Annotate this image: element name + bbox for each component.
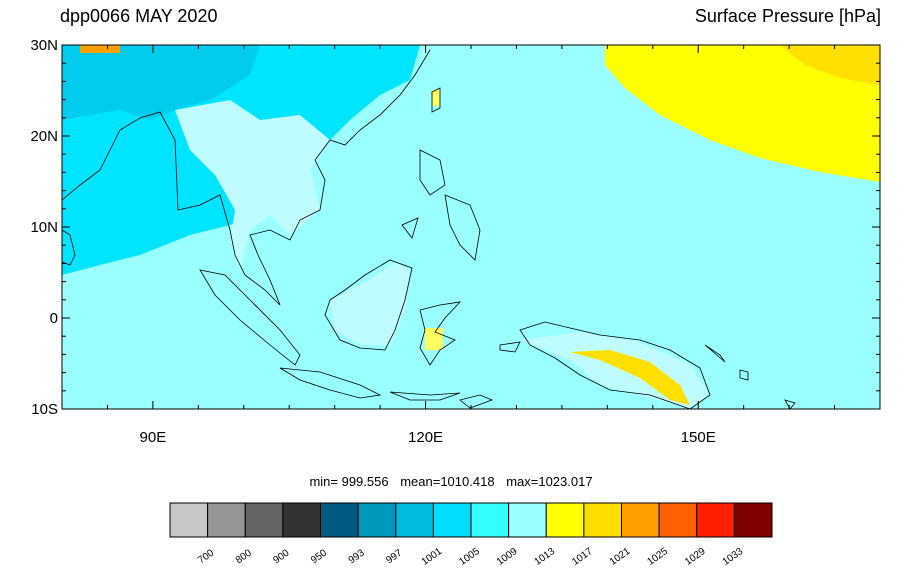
land-borneo	[330, 262, 410, 345]
colorbar-box	[282, 502, 321, 538]
colorbar-box	[545, 502, 585, 538]
high-spot-papua	[570, 350, 690, 405]
colorbar-label: 997	[384, 547, 404, 566]
colorbar-label: 700	[196, 547, 216, 566]
mountain-region	[62, 45, 260, 120]
colorbar-box	[508, 502, 547, 538]
high-spot-himalaya	[80, 45, 120, 53]
colorbar-boxes	[169, 502, 773, 538]
plot-title-right: Surface Pressure [hPa]	[694, 6, 881, 26]
coastlines	[62, 49, 796, 409]
lat-tick-label: 30N	[30, 37, 58, 54]
high-spot-taiwan	[432, 90, 440, 106]
higher-pressure-region	[780, 45, 880, 85]
lat-tick-label: 20N	[30, 128, 58, 145]
colorbar-box	[207, 502, 246, 538]
map-field	[62, 45, 880, 409]
colorbar-box	[432, 502, 472, 538]
stat-mean: mean=1010.418	[400, 474, 495, 489]
colorbar-label: 1005	[457, 546, 482, 568]
colorbar-label: 1033	[721, 546, 746, 568]
lat-tick-label: 0	[50, 310, 58, 327]
colorbar-label: 1013	[533, 546, 558, 568]
colorbar-box	[470, 502, 510, 538]
colorbar-box	[658, 502, 698, 538]
colorbar-box	[244, 502, 284, 538]
stat-max: max=1023.017	[506, 474, 593, 489]
colorbar-label: 1017	[570, 546, 595, 568]
colorbar-label: 800	[234, 547, 254, 566]
colorbar-box	[733, 502, 773, 538]
land-indochina	[175, 100, 330, 270]
colorbar-label: 1029	[683, 546, 708, 568]
lon-tick-label: 90E	[140, 429, 167, 446]
colorbar-box	[357, 502, 397, 538]
colorbar-label: 993	[347, 547, 367, 566]
colorbar-label: 950	[309, 547, 329, 566]
colorbar-label: 900	[271, 547, 291, 566]
lat-tick-label: 10N	[30, 219, 58, 236]
high-spot-sulawesi	[425, 328, 443, 350]
colorbar-box	[320, 502, 359, 538]
colorbar-label: 1021	[608, 546, 633, 568]
colorbar-label: 1009	[495, 546, 520, 568]
stats-line: min= 999.556 mean=1010.418 max=1023.017	[0, 474, 902, 489]
lat-tick-label: 10S	[31, 401, 58, 418]
lon-tick-label: 120E	[408, 429, 443, 446]
colorbar-label: 1025	[645, 546, 670, 568]
colorbar-box	[169, 502, 209, 538]
stat-min: min= 999.556	[309, 474, 389, 489]
latitude-ticks: 30N 20N 10N 0 10S	[30, 37, 880, 418]
map-plot: 30N 20N 10N 0 10S 90E 120E 150E	[30, 37, 881, 446]
longitude-ticks: 90E 120E 150E	[61, 45, 881, 446]
colorbar-box	[696, 502, 735, 538]
colorbar-box	[621, 502, 660, 538]
plot-title-left: dpp0066 MAY 2020	[60, 6, 218, 26]
high-pressure-region	[605, 45, 880, 182]
colorbar-box	[395, 502, 434, 538]
colorbar-box	[583, 502, 622, 538]
colorbar-label: 1001	[420, 546, 445, 568]
colorbar-labels: 700 800 900 950 993 997 1001 1005 1009 1013 1017 10…	[196, 546, 745, 568]
lon-tick-label: 150E	[681, 429, 716, 446]
